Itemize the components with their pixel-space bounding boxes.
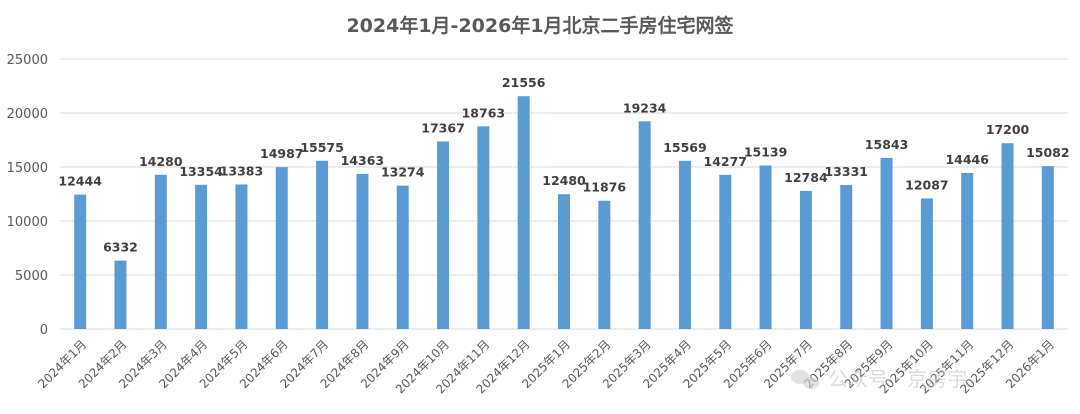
wechat-icon (791, 370, 819, 389)
data-label: 17367 (421, 120, 465, 135)
bar-series (74, 96, 1054, 330)
data-label: 17200 (986, 122, 1030, 137)
data-label: 12784 (784, 170, 828, 185)
y-tick-label: 20000 (7, 107, 48, 122)
bar (759, 165, 772, 329)
bar (598, 200, 611, 329)
bar (558, 194, 570, 329)
bar (477, 126, 490, 330)
data-label: 14277 (704, 154, 748, 169)
bar (1001, 143, 1014, 329)
bar (517, 96, 530, 330)
bar (799, 190, 812, 329)
bar (961, 172, 974, 329)
watermark: 公众号 · 京房宇 (791, 367, 967, 391)
watermark-text: 公众号 · 京房宇 (828, 367, 967, 391)
bar (396, 185, 409, 329)
data-label: 13383 (220, 163, 264, 178)
bar (437, 141, 450, 329)
bar (678, 160, 691, 329)
data-label: 13354 (179, 164, 223, 179)
bar (114, 260, 127, 329)
bar (719, 174, 732, 329)
y-tick-label: 5000 (15, 269, 48, 284)
bar (356, 173, 369, 329)
y-tick-label: 15000 (7, 161, 48, 176)
data-label: 15082 (1026, 145, 1070, 160)
bar (316, 160, 329, 329)
data-label: 13274 (381, 165, 425, 180)
bar (74, 194, 87, 329)
data-label: 15139 (744, 144, 788, 159)
bar (154, 174, 167, 329)
chart-title: 2024年1月-2026年1月北京二手房住宅网签 (346, 14, 734, 37)
data-label: 19234 (623, 100, 667, 115)
data-label: 14280 (139, 154, 183, 169)
data-label: 15569 (663, 140, 707, 155)
bar (1041, 166, 1054, 329)
bar (920, 198, 933, 329)
y-tick-label: 0 (40, 323, 48, 338)
data-labels: 1244463321428013354133831498715575143631… (58, 75, 1069, 254)
data-label: 21556 (502, 75, 546, 90)
data-label: 11876 (583, 180, 627, 195)
bar (235, 184, 248, 329)
bar (638, 121, 651, 329)
data-label: 18763 (462, 105, 506, 120)
data-label: 14446 (945, 152, 989, 167)
bar (880, 157, 893, 329)
bar (275, 167, 288, 329)
data-label: 13331 (824, 164, 868, 179)
data-label: 14363 (341, 153, 385, 168)
y-axis: 0 5000 10000 15000 20000 25000 (7, 53, 48, 338)
bar (840, 185, 853, 329)
data-label: 14987 (260, 146, 304, 161)
y-tick-label: 25000 (7, 53, 48, 68)
data-label: 15843 (865, 137, 909, 152)
data-label: 12087 (905, 177, 949, 192)
bar (195, 184, 208, 329)
data-label: 12480 (542, 173, 586, 188)
data-label: 12444 (58, 174, 102, 189)
data-label: 6332 (103, 240, 138, 255)
data-label: 15575 (300, 140, 344, 155)
y-tick-label: 10000 (7, 215, 48, 230)
